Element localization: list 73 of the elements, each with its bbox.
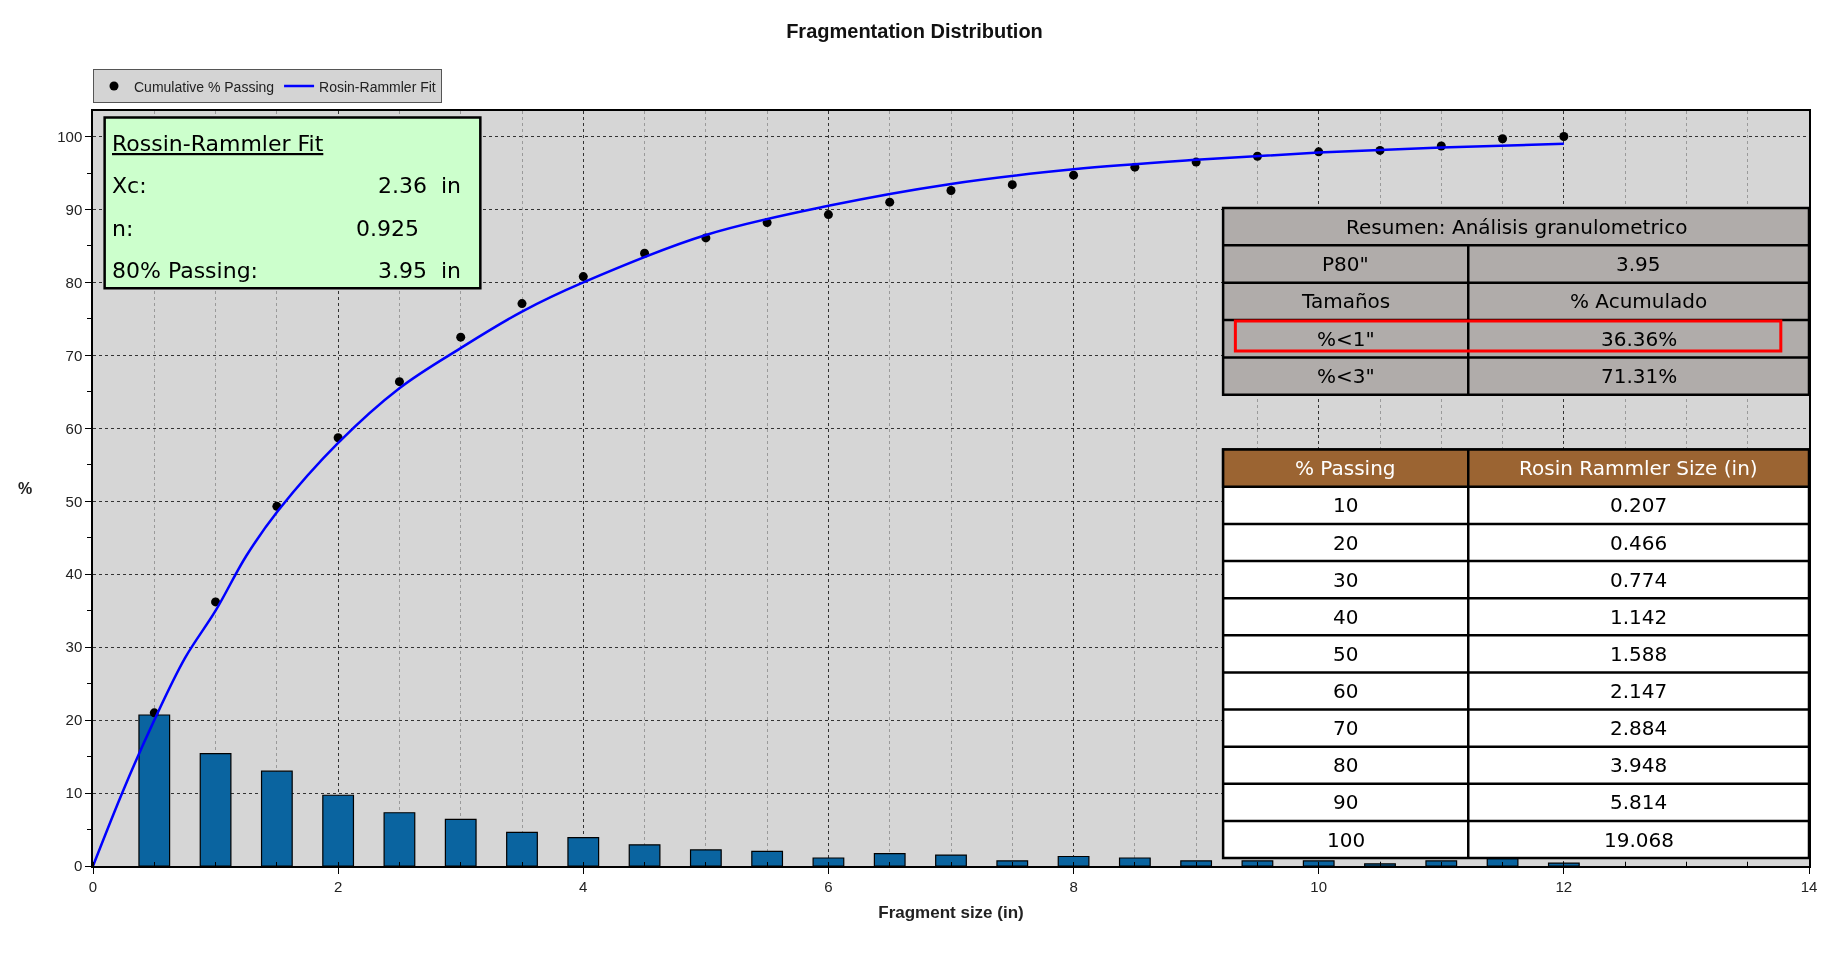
annotation: Rosin Rammler Size (in) xyxy=(1519,456,1758,480)
annotation: 100 xyxy=(1327,828,1366,852)
point xyxy=(1559,132,1569,142)
annotation: 5.814 xyxy=(1610,790,1668,814)
annotation: 0.207 xyxy=(1610,493,1668,517)
annotation: 36.36% xyxy=(1601,327,1678,351)
annotation: Tamaños xyxy=(1301,289,1391,313)
annotation: 10 xyxy=(1333,493,1359,517)
y-axis-title: % xyxy=(18,480,33,497)
y-tick-label: 20 xyxy=(65,711,83,729)
annotation: Xc: xyxy=(112,173,147,198)
annotation: 30 xyxy=(1333,568,1359,592)
y-tick-label: 40 xyxy=(65,565,83,583)
annotation: %<1" xyxy=(1317,327,1375,351)
point xyxy=(517,299,527,309)
legend-label: Rosin-Rammler Fit xyxy=(319,78,436,95)
x-tick-label: 8 xyxy=(1069,877,1078,895)
x-tick-label: 10 xyxy=(1310,877,1328,895)
annotation: 2.36 in xyxy=(378,173,462,198)
annotation: 20 xyxy=(1333,531,1359,555)
x-tick-label: 2 xyxy=(333,877,343,895)
annotation: 50 xyxy=(1333,642,1359,666)
annotation: 70 xyxy=(1333,716,1359,740)
annotation: Rossin-Rammler Fit xyxy=(112,131,324,156)
y-tick-label: 30 xyxy=(65,638,83,656)
annotation: 2.884 xyxy=(1610,716,1668,740)
x-tick-label: 6 xyxy=(824,877,833,895)
annotation: P80" xyxy=(1322,252,1369,276)
point xyxy=(1007,180,1017,190)
y-tick-label: 0 xyxy=(73,857,83,875)
annotation: %<3" xyxy=(1317,364,1375,388)
y-tick-label: 70 xyxy=(65,346,83,364)
annotation: 40 xyxy=(1333,605,1359,629)
y-tick-label: 90 xyxy=(65,200,83,218)
annotation: % Passing xyxy=(1295,456,1396,480)
annotation: Resumen: Análisis granulometrico xyxy=(1346,215,1688,239)
point xyxy=(1069,170,1079,180)
annotation: 0.774 xyxy=(1610,568,1668,592)
point xyxy=(456,332,466,342)
point xyxy=(823,210,833,220)
point xyxy=(946,186,956,196)
y-tick-label: 60 xyxy=(65,419,83,437)
y-tick-label: 10 xyxy=(65,784,83,802)
x-tick-label: 12 xyxy=(1555,877,1573,895)
y-tick-label: 50 xyxy=(65,492,83,510)
annotation: 1.142 xyxy=(1610,605,1668,629)
x-axis-title: Fragment size (in) xyxy=(878,902,1024,922)
annotation: n: xyxy=(112,216,134,241)
annotation: 71.31% xyxy=(1601,364,1678,388)
annotation: % Acumulado xyxy=(1570,289,1708,313)
point xyxy=(885,197,895,207)
legend-label: Cumulative % Passing xyxy=(134,78,275,95)
chart-title: Fragmentation Distribution xyxy=(786,19,1043,42)
y-tick-label: 80 xyxy=(65,273,83,291)
annotation: 1.588 xyxy=(1610,642,1668,666)
x-tick-label: 14 xyxy=(1800,877,1818,895)
annotation: 60 xyxy=(1333,679,1359,703)
annotation: 3.948 xyxy=(1610,753,1668,777)
y-tick-label: 100 xyxy=(57,127,83,145)
annotation: 80% Passing: xyxy=(112,258,259,283)
point xyxy=(578,272,588,282)
annotation: 0.925 xyxy=(356,216,419,241)
point xyxy=(1498,134,1508,144)
annotation: 80 xyxy=(1333,753,1359,777)
annotation: 2.147 xyxy=(1610,679,1668,703)
annotation: 19.068 xyxy=(1604,828,1674,852)
x-tick-label: 0 xyxy=(88,877,98,895)
annotation: 3.95 xyxy=(1616,252,1661,276)
annotation: 3.95 in xyxy=(378,258,462,283)
annotation: 90 xyxy=(1333,790,1359,814)
annotation: 0.466 xyxy=(1610,531,1668,555)
point xyxy=(394,377,404,387)
x-tick-label: 4 xyxy=(579,877,588,895)
